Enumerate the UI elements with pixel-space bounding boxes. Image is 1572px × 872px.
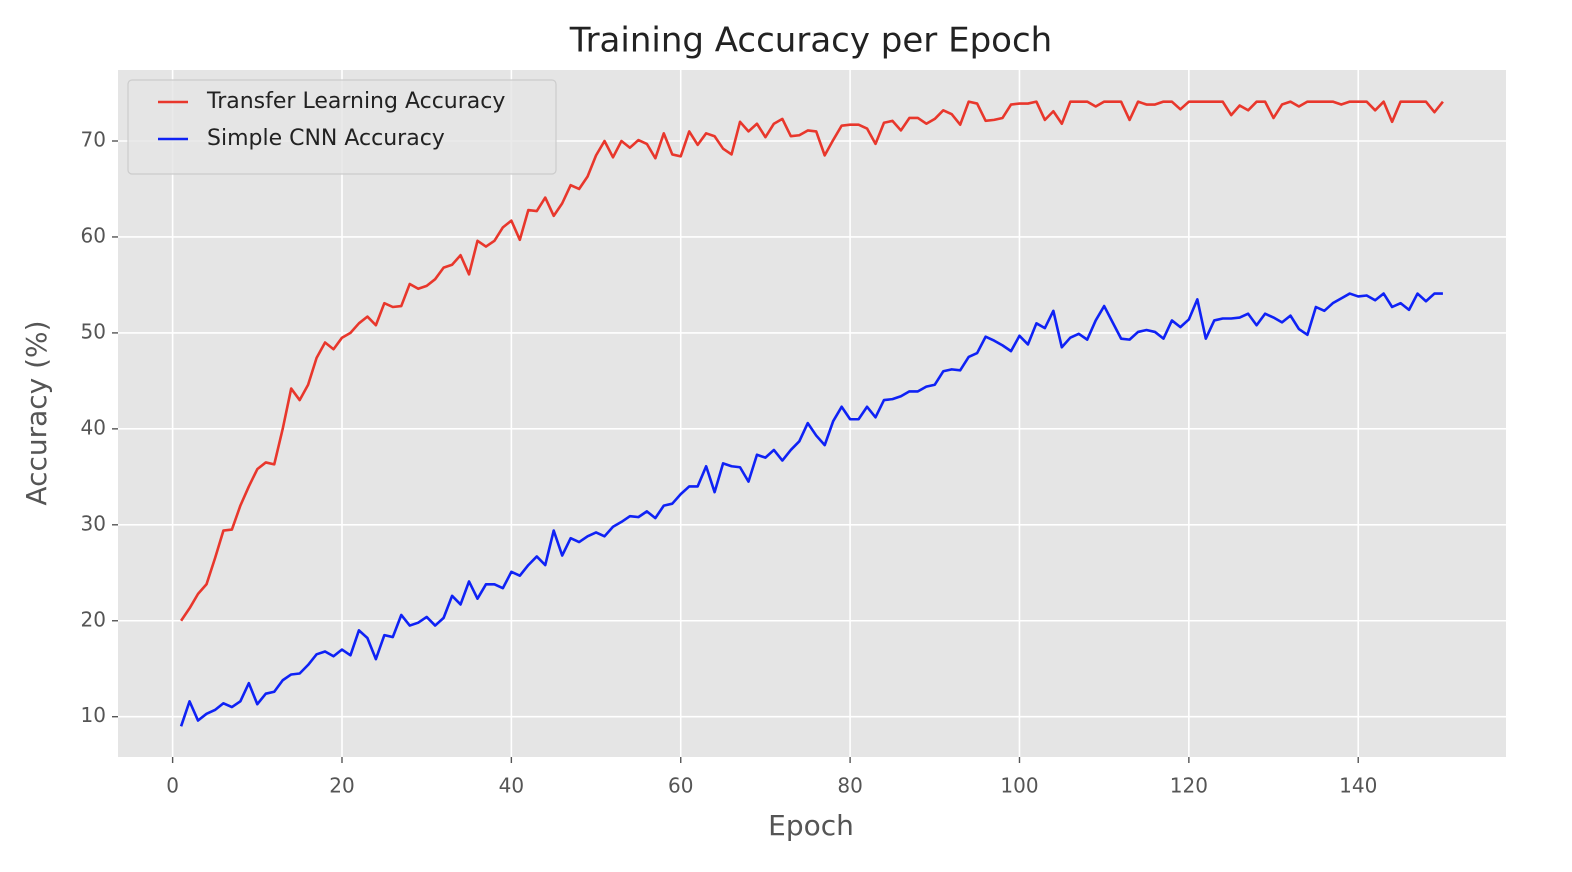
- legend-label: Transfer Learning Accuracy: [206, 89, 505, 114]
- x-tick-label: 80: [837, 774, 862, 798]
- grid: 10 20 30 40 50 60 70 0 20 40 60 80 100 120 140: [81, 70, 1506, 798]
- plot-area: [118, 70, 1506, 757]
- x-axis-label: Epoch: [768, 809, 854, 842]
- series-line: [180, 100, 1444, 622]
- y-tick-label: 10: [81, 703, 106, 727]
- x-tick-label: 20: [329, 774, 354, 798]
- x-tick-label: 40: [499, 774, 524, 798]
- x-tick-label: 120: [1170, 774, 1208, 798]
- x-tick-label: 100: [1000, 774, 1038, 798]
- legend-box: [127, 79, 557, 175]
- x-tick-label: 140: [1339, 774, 1377, 798]
- y-tick-label: 20: [81, 607, 106, 631]
- legend: Transfer Learning Accuracy Simple CNN Acc…: [127, 79, 557, 175]
- y-tick-label: 70: [81, 128, 106, 152]
- y-tick-label: 30: [81, 511, 106, 535]
- y-axis-label: Accuracy (%): [20, 320, 53, 505]
- x-tick-label: 0: [166, 774, 179, 798]
- chart-title: Training Accuracy per Epoch: [569, 21, 1052, 61]
- y-tick-label: 40: [81, 415, 106, 439]
- y-tick-label: 50: [81, 319, 106, 343]
- y-tick-label: 60: [81, 223, 106, 247]
- series-line: [179, 292, 1443, 727]
- lines: [179, 100, 1444, 727]
- legend-label: Simple CNN Accuracy: [207, 126, 445, 151]
- x-tick-label: 60: [668, 774, 693, 798]
